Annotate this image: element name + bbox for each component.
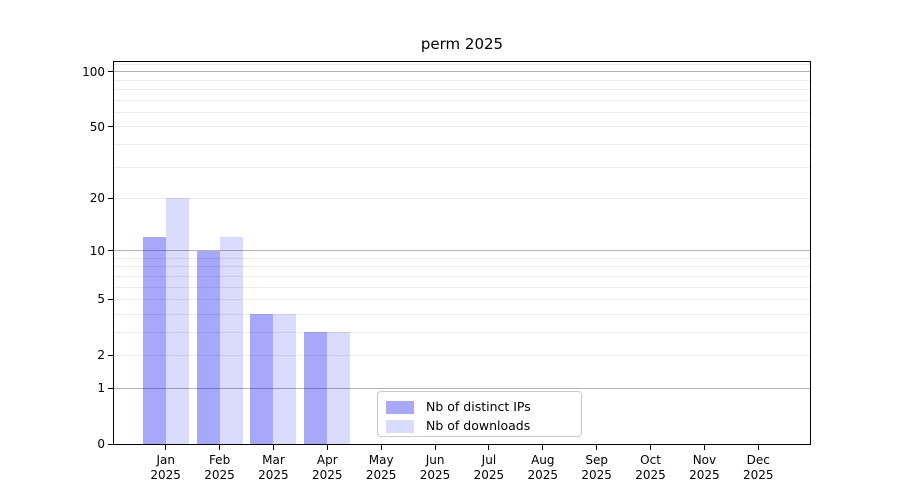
gridline-y-60 bbox=[114, 111, 810, 113]
x-tick-mark-may bbox=[380, 445, 382, 450]
gridline-y-3 bbox=[114, 331, 810, 333]
x-tick-mark-oct bbox=[650, 445, 652, 450]
legend-swatch-distinct-ips bbox=[386, 400, 414, 414]
bar-downloads-apr bbox=[327, 332, 351, 444]
x-tick-label-dec: Dec 2025 bbox=[743, 453, 774, 482]
legend-label-distinct-ips: Nb of distinct IPs bbox=[426, 399, 531, 414]
gridline-y-5 bbox=[114, 299, 810, 300]
legend-item-downloads: Nb of downloads bbox=[386, 418, 573, 434]
x-tick-label-jan: Jan 2025 bbox=[150, 453, 181, 482]
bar-distinct-ips-jan bbox=[142, 237, 166, 444]
gridline-y-70 bbox=[114, 99, 810, 101]
x-tick-mark-feb bbox=[219, 445, 221, 450]
gridline-y-10 bbox=[114, 250, 810, 252]
legend-item-distinct-ips: Nb of distinct IPs bbox=[386, 399, 573, 415]
gridline-y-4 bbox=[114, 313, 810, 315]
y-tick-mark-50 bbox=[108, 126, 113, 128]
gridline-y-9 bbox=[114, 257, 810, 259]
y-tick-mark-20 bbox=[108, 197, 113, 199]
x-tick-label-aug: Aug 2025 bbox=[527, 453, 559, 482]
chart-title: perm 2025 bbox=[420, 35, 504, 53]
gridline-y-30 bbox=[114, 166, 810, 168]
gridline-y-2 bbox=[114, 354, 810, 356]
x-tick-label-jul: Jul 2025 bbox=[473, 453, 505, 482]
gridline-y-20 bbox=[114, 197, 810, 199]
x-tick-mark-jun bbox=[434, 445, 436, 450]
y-tick-label-10: 10 bbox=[89, 243, 105, 258]
x-tick-label-feb: Feb 2025 bbox=[204, 453, 235, 482]
x-tick-label-apr: Apr 2025 bbox=[312, 453, 343, 482]
y-tick-mark-1 bbox=[108, 387, 113, 389]
gridline-y-100 bbox=[114, 71, 810, 73]
gridline-y-1 bbox=[114, 387, 810, 389]
gridline-y-6 bbox=[114, 286, 810, 288]
x-tick-mark-apr bbox=[326, 445, 328, 450]
gridline-y-7 bbox=[114, 275, 810, 277]
legend-label-downloads: Nb of downloads bbox=[426, 418, 531, 433]
y-tick-mark-10 bbox=[108, 250, 113, 252]
plot-area bbox=[113, 61, 811, 445]
x-tick-mark-mar bbox=[272, 445, 274, 450]
bar-downloads-mar bbox=[273, 314, 297, 444]
x-tick-mark-nov bbox=[703, 445, 705, 450]
gridline-y-8 bbox=[114, 266, 810, 268]
x-tick-mark-aug bbox=[542, 445, 544, 450]
y-tick-label-1: 1 bbox=[97, 381, 105, 396]
x-tick-label-may: May 2025 bbox=[365, 453, 397, 482]
gridline-y-40 bbox=[114, 143, 810, 145]
x-tick-mark-sep bbox=[596, 445, 598, 450]
legend: Nb of distinct IPs Nb of downloads bbox=[377, 391, 582, 437]
x-tick-mark-jul bbox=[488, 445, 490, 450]
y-tick-mark-0 bbox=[108, 443, 113, 445]
y-tick-label-20: 20 bbox=[89, 191, 105, 206]
x-tick-mark-dec bbox=[757, 445, 759, 450]
bar-distinct-ips-feb bbox=[196, 250, 220, 444]
x-tick-label-sep: Sep 2025 bbox=[581, 453, 612, 482]
bar-downloads-feb bbox=[219, 237, 243, 444]
x-tick-label-nov: Nov 2025 bbox=[689, 453, 720, 482]
x-tick-label-mar: Mar 2025 bbox=[258, 453, 289, 482]
y-tick-mark-100 bbox=[108, 71, 113, 73]
x-tick-label-jun: Jun 2025 bbox=[419, 453, 451, 482]
bar-distinct-ips-mar bbox=[250, 314, 274, 444]
y-tick-label-5: 5 bbox=[97, 292, 105, 307]
gridline-y-90 bbox=[114, 79, 810, 81]
x-tick-label-oct: Oct 2025 bbox=[635, 453, 666, 482]
y-tick-mark-5 bbox=[108, 298, 113, 300]
gridline-y-50 bbox=[114, 126, 810, 128]
y-tick-label-100: 100 bbox=[82, 64, 105, 79]
y-tick-label-50: 50 bbox=[89, 119, 105, 134]
y-tick-mark-2 bbox=[108, 354, 113, 356]
bar-distinct-ips-apr bbox=[304, 332, 328, 444]
gridline-y-110 bbox=[114, 63, 810, 65]
x-tick-mark-jan bbox=[165, 445, 167, 450]
bar-downloads-jan bbox=[165, 198, 189, 444]
y-tick-label-2: 2 bbox=[97, 348, 105, 363]
gridline-y-80 bbox=[114, 89, 810, 91]
y-tick-label-0: 0 bbox=[97, 437, 105, 451]
legend-swatch-downloads bbox=[386, 419, 414, 433]
